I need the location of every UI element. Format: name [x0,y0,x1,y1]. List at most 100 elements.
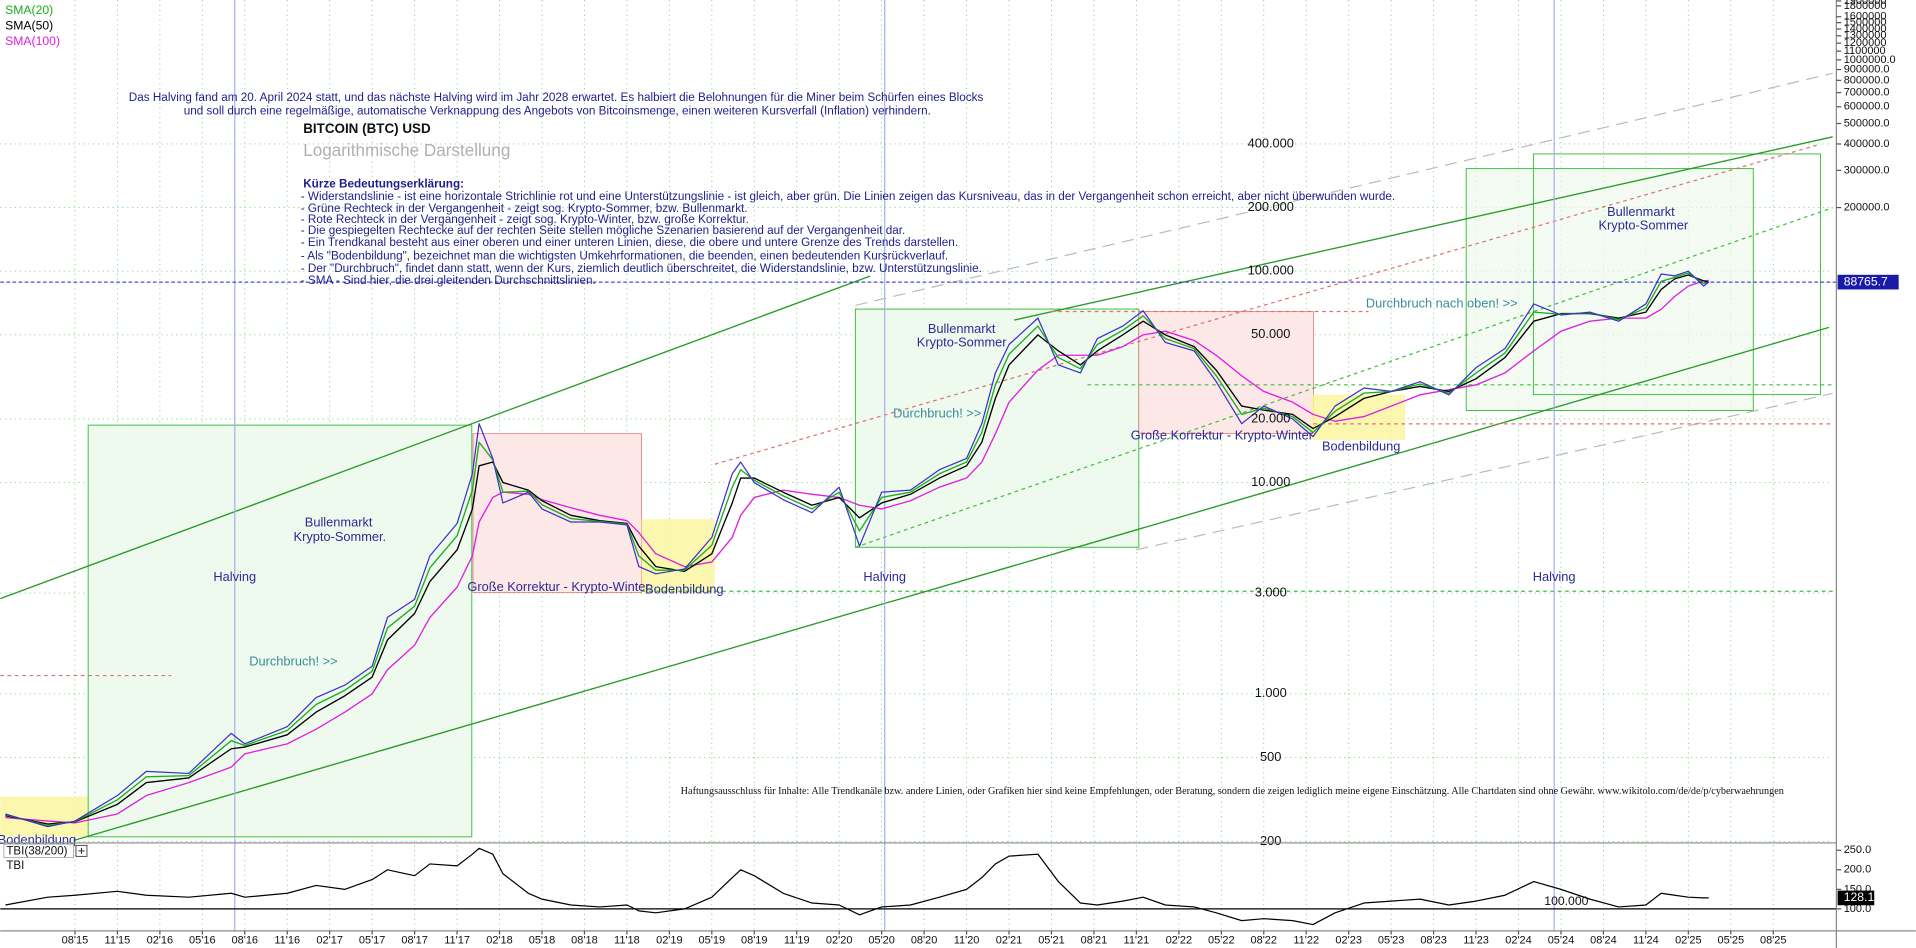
y-tick-label: 50.000 [1251,326,1290,341]
y2-tick-label: 700000.0 [1844,87,1890,99]
indicator-box [3,843,74,858]
annotation: - Grüne Rechteck in der Vergangenheit - … [301,202,748,215]
y-tick-label: 500 [1260,749,1281,764]
tbi-last-box [1837,890,1875,906]
x-tick-label: 08'20 [911,935,938,947]
tbi-tick-label: 250.0 [1844,844,1871,856]
x-tick-label: 08'16 [232,935,259,947]
annotation: - Als "Bodenbildung", bezeichnet man die… [301,250,948,263]
annotation: Große Korrektur - Krypto-Winter [1131,428,1314,443]
annotation: Durchbruch nach oben! >> [1366,296,1518,311]
annotation: Halving [1533,569,1576,584]
x-tick-label: 05'23 [1378,935,1405,947]
y-tick-label: 10.000 [1251,474,1290,489]
y-tick-label: 3.000 [1255,584,1287,599]
x-tick-label: 08'24 [1590,935,1617,947]
last-price-box [1837,274,1899,290]
annotation: - Ein Trendkanal besteht aus einer obere… [301,236,958,249]
x-tick-label: 02'17 [316,935,343,947]
x-tick-label: 02'19 [656,935,683,947]
x-tick-label: 11'19 [784,935,810,947]
x-tick-label: 02'23 [1335,935,1362,947]
x-tick-label: 08'19 [741,935,768,947]
price-line [5,270,1710,828]
legend-entry: SMA(100) [5,34,60,48]
x-tick-label: 05'20 [868,935,895,947]
annotation: Krypto-Sommer [1598,217,1688,232]
tbi-tick-label: 100.0 [1844,903,1871,915]
scenario-zone [1465,168,1754,411]
indicator-label: TBI [6,859,24,872]
x-tick-label: 08'15 [62,935,89,947]
y2-tick-label: 500000.0 [1844,117,1890,129]
x-tick-label: 05'22 [1208,935,1235,947]
y2-tick-label: 800000.0 [1844,74,1890,86]
price-line [5,272,1709,827]
tbi-last-label: 128.1 [1844,890,1875,904]
annotation: und soll durch eine regelmäßige, automat… [184,104,931,117]
x-tick-label: 11'17 [444,935,470,947]
x-tick-label: 11'18 [614,935,640,947]
x-tick-label: 08'22 [1250,935,1277,947]
trend-line [73,326,1830,842]
x-tick-label: 02'25 [1675,935,1702,947]
y2-tick-label: 1300000 [1844,30,1887,42]
x-tick-label: 05'17 [359,935,386,947]
y2-tick-label: 1100000 [1844,45,1886,57]
x-tick-label: 08'18 [571,935,598,947]
annotation: - Widerstandslinie - ist eine horizontal… [301,190,1395,203]
legend-entry: SMA(20) [5,3,53,17]
tbi-tick-label: 200.0 [1844,864,1871,876]
price-line [5,274,1709,825]
x-tick-label: 11'23 [1463,935,1489,947]
scenario-zone [1532,153,1821,396]
y-tick-label: 20.000 [1251,410,1290,425]
x-tick-label: 11'22 [1293,935,1319,947]
y-tick-label: 200.000 [1248,199,1294,214]
annotation: Halving [863,569,906,584]
y2-tick-label: 900000.0 [1844,63,1890,75]
bottom-zone [641,519,715,593]
x-tick-label: 11'20 [954,935,980,947]
annotation: Bullenmarkt [1607,204,1675,219]
y2-tick-label: 1800000 [1844,0,1887,12]
drawings [0,0,1833,931]
indicator-name: TBI(38/200) [6,845,67,858]
chart-subtitle: Logarithmische Darstellung [303,141,510,160]
y-tick-label: 1.000 [1255,685,1287,700]
dashed-line [714,143,1821,465]
annotation: Große Korrektur - Krypto-Winter [467,579,650,594]
annotation: - SMA - Sind hier, die drei gleitenden D… [301,274,596,287]
tbi-level-label: 100.000 [1544,894,1588,908]
x-tick-label: 11'21 [1124,935,1150,947]
x-tick-label: 02'22 [1166,935,1193,947]
x-tick-label: 05'24 [1548,935,1575,947]
x-tick-label: 11'24 [1633,935,1659,947]
annotation: - Rote Rechteck in der Vergangenheit - z… [301,213,749,226]
x-tick-label: 11'16 [274,935,300,947]
y2-tick-label: 1900000 [1844,0,1887,7]
legend-entry: SMA(50) [5,18,53,32]
annotation: Bodenbildung [645,581,723,596]
y-tick-label: 100.000 [1248,263,1294,278]
trend-line [0,275,871,600]
plot [0,270,1837,926]
add-icon [78,847,85,854]
x-tick-label: 05'19 [699,935,726,947]
annotation: Krypto-Sommer. [294,529,387,544]
annotation: Bullenmarkt [928,321,996,336]
y-tick-label: 400.000 [1248,135,1294,150]
annotation: - Die gespiegelten Rechtecke auf der rec… [301,224,906,237]
x-tick-label: 08'23 [1420,935,1447,947]
axis-background [1836,0,1916,948]
dashed-line [855,72,1833,307]
bull-zone [87,424,473,838]
x-tick-label: 02'21 [996,935,1023,947]
annotation: Bullenmarkt [305,514,373,529]
y-tick-label: 200 [1260,833,1281,848]
annotation: Durchbruch! >> [249,654,337,669]
annotation: - Der "Durchbruch", findet dann statt, w… [301,262,982,275]
y2-tick-label: 1400000 [1844,23,1887,35]
